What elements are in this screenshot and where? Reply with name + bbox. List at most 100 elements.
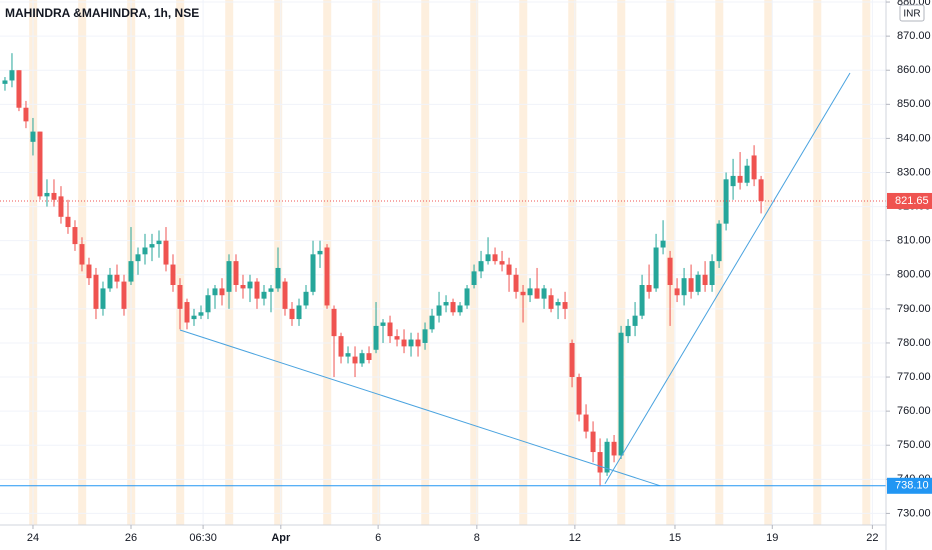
candle-body — [611, 441, 617, 456]
candle-body — [247, 281, 253, 289]
candle-body — [429, 315, 435, 330]
candle-body — [667, 257, 673, 285]
candle-body — [387, 322, 393, 337]
x-tick-label: 22 — [866, 532, 878, 544]
y-tick-label: 860.00 — [897, 64, 931, 76]
candle-body — [100, 288, 106, 309]
candle-body — [51, 192, 57, 200]
candle-body — [688, 278, 694, 292]
y-tick-label: 800.00 — [897, 269, 931, 281]
candle-body — [317, 250, 323, 255]
session-band — [862, 0, 871, 525]
candle-body — [485, 254, 491, 262]
candle-body — [268, 288, 274, 292]
candle-body — [478, 261, 484, 272]
session-band — [176, 0, 185, 525]
candle-body — [205, 295, 211, 313]
grid — [0, 0, 886, 525]
candle-body — [751, 155, 757, 180]
candle-body — [653, 247, 659, 289]
candle-body — [492, 254, 498, 262]
candle-body — [443, 302, 449, 306]
y-tick-label: 730.00 — [897, 507, 931, 519]
candle-body — [555, 302, 561, 306]
candle-body — [198, 312, 204, 316]
candle-body — [646, 285, 652, 292]
trend-line — [604, 72, 851, 485]
x-tick-label: 8 — [474, 532, 480, 544]
candle-body — [233, 261, 239, 285]
candle-body — [163, 240, 169, 265]
candle-body — [450, 302, 456, 313]
y-tick-label: 810.00 — [897, 235, 931, 247]
candle-body — [674, 288, 680, 296]
x-tick-label: 6 — [375, 532, 381, 544]
x-tick-label: 19 — [766, 532, 778, 544]
candle-body — [170, 264, 176, 285]
candle-body — [408, 339, 414, 347]
candle-body — [254, 281, 260, 299]
candle-body — [723, 179, 729, 224]
y-tick-label: 880.00 — [897, 0, 931, 8]
candle-body — [240, 285, 246, 289]
candle-body — [716, 223, 722, 262]
y-tick-label: 750.00 — [897, 439, 931, 451]
candle-body — [9, 70, 15, 81]
candle-body — [401, 339, 407, 347]
candle-body — [149, 244, 155, 248]
axes: 730.00740.00750.00760.00770.00780.00790.… — [27, 0, 932, 544]
candle-body — [436, 305, 442, 316]
candle-body — [72, 227, 78, 245]
candle-body — [226, 261, 232, 292]
session-band — [813, 0, 822, 525]
x-tick-label: 15 — [669, 532, 681, 544]
y-tick-label: 760.00 — [897, 405, 931, 417]
candle-body — [681, 278, 687, 296]
candle-body — [79, 244, 85, 265]
chart-title: MAHINDRA &MAHINDRA, 1h, NSE — [5, 6, 199, 20]
candle-body — [184, 302, 190, 323]
candle-body — [107, 274, 113, 289]
candle-body — [576, 377, 582, 415]
candle-body — [44, 192, 50, 197]
candle-body — [632, 315, 638, 326]
candle-body — [338, 336, 344, 357]
candle-body — [366, 353, 372, 360]
candle-body — [303, 291, 309, 306]
price-label: 821.65 — [895, 195, 929, 207]
candle-body — [289, 308, 295, 320]
candle-body — [457, 305, 463, 313]
currency: INR — [903, 9, 920, 20]
candle-body — [345, 353, 351, 357]
x-tick-label: 26 — [125, 532, 137, 544]
candle-body — [394, 336, 400, 340]
candle-body — [604, 441, 610, 473]
candle-body — [30, 131, 36, 142]
candle-body — [352, 356, 358, 364]
candle-body — [744, 165, 750, 183]
candle-body — [93, 274, 99, 309]
x-tick-label: 24 — [27, 532, 39, 544]
candle-body — [737, 175, 743, 183]
candle-body — [730, 175, 736, 187]
session-band — [421, 0, 430, 525]
session-band — [470, 0, 479, 525]
candle-body — [23, 107, 29, 122]
candle-body — [506, 264, 512, 275]
candle-body — [58, 196, 64, 217]
candle-body — [37, 131, 43, 197]
candle-body — [2, 80, 8, 84]
candle-body — [261, 291, 267, 299]
candle-body — [373, 325, 379, 350]
candle-body — [135, 254, 141, 262]
candle-body — [212, 288, 218, 296]
candle-body — [597, 452, 603, 473]
candle-body — [380, 322, 386, 326]
candle-body — [513, 274, 519, 292]
y-tick-label: 850.00 — [897, 98, 931, 110]
session-band — [519, 0, 528, 525]
currency-box[interactable] — [899, 4, 925, 22]
candle-body — [275, 267, 281, 289]
